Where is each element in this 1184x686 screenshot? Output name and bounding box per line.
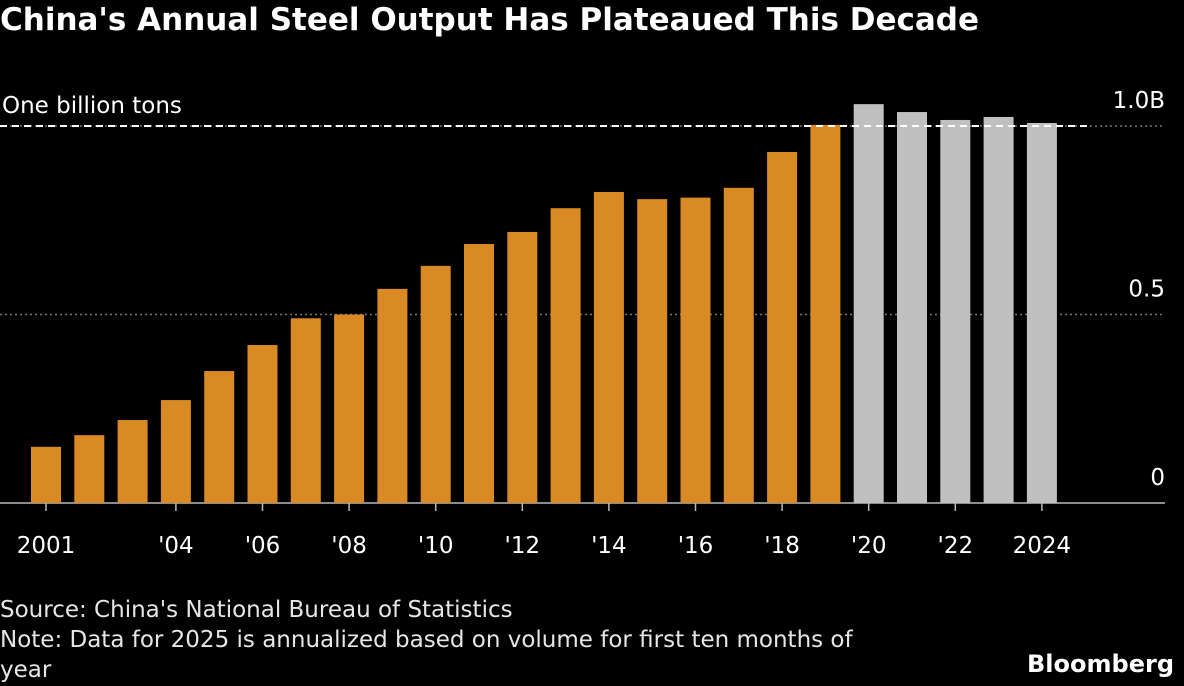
y-tick-label: 0 [1150,465,1165,491]
x-tick-label: '08 [331,533,367,559]
bar [550,208,581,503]
source: Source: China's National Bureau of Stati… [0,597,513,623]
bar [247,345,278,503]
bar [160,400,191,503]
bar [507,231,538,503]
bar [593,191,624,503]
y-tick-label: 0.5 [1128,277,1165,303]
bar [204,371,235,503]
bar [897,112,927,504]
bar [983,116,1014,504]
x-tick-label: 2024 [1013,533,1072,559]
x-tick-label: '10 [418,533,454,559]
x-tick-label: '12 [505,533,541,559]
bar [334,314,365,503]
bar [464,244,494,503]
y-tick-label: 1.0B [1113,88,1165,114]
x-tick-label: '16 [678,533,714,559]
bar [680,197,711,503]
bar [290,318,321,503]
x-tick-label: '22 [938,533,974,559]
brand-logo: Bloomberg [1027,650,1174,678]
bar [767,152,798,503]
x-tick-label: 2001 [17,533,76,559]
x-tick-label: '18 [764,533,800,559]
bar [810,124,841,503]
bar [853,104,884,503]
bar [31,446,61,503]
chart-title: China's Annual Steel Output Has Plateaue… [0,2,979,38]
bar [1026,122,1057,503]
bar [420,265,451,503]
x-tick-label: '04 [158,533,194,559]
x-tick-label: '06 [245,533,281,559]
bar [117,420,148,503]
reference-label: One billion tons [2,93,182,119]
note: Note: Data for 2025 is annualized based … [0,627,853,683]
bar [74,435,105,503]
bar [723,187,754,503]
bar [377,288,408,503]
x-tick-label: '20 [851,533,887,559]
bar [940,119,971,503]
x-tick-label: '14 [591,533,627,559]
bar [637,199,668,503]
